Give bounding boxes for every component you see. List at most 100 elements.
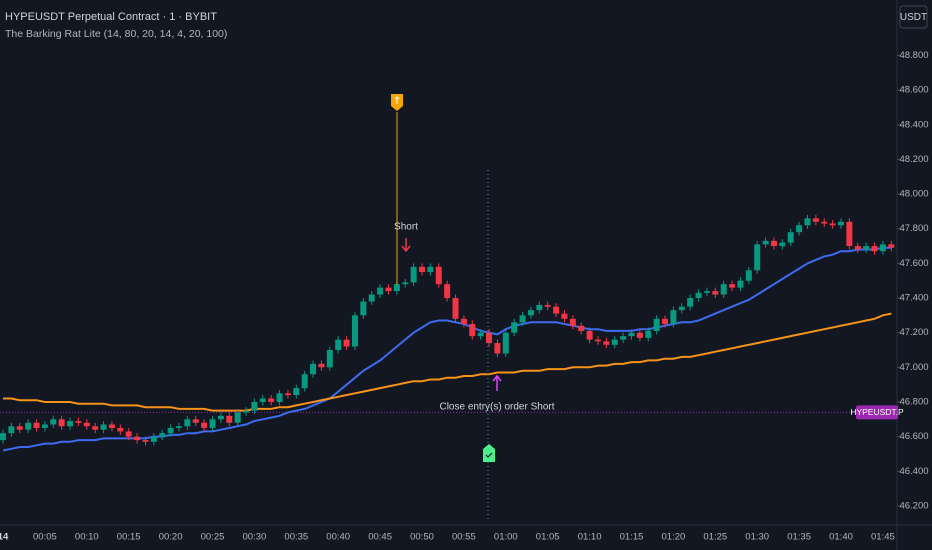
candle-body [703,291,710,293]
candle-body [796,225,803,233]
candle-body [754,244,761,271]
y-tick-label: 48.000 [899,189,928,200]
candle-body [201,422,208,428]
candle-body [259,398,266,402]
candle-body [25,422,32,430]
candle-body [108,424,115,428]
x-tick-label: 01:15 [620,532,644,543]
exit-label: Close entry(s) order Short [439,402,554,413]
candle-body [737,280,744,288]
x-tick-label: 00:15 [117,532,141,543]
candle-body [444,284,451,299]
candle-body [41,424,48,428]
candle-body [553,306,560,314]
candle-body [33,422,40,428]
candle-body [58,419,65,427]
candle-body [486,332,493,344]
candle-body [469,324,476,337]
candle-body [402,282,409,285]
candle-body [243,410,250,413]
candle-body [821,221,828,224]
y-tick-label: 46.800 [899,396,928,407]
candle-body [578,325,585,331]
candle-body [100,424,107,430]
candle-body [385,287,392,292]
x-tick-label: 00:10 [75,532,99,543]
candle-body [712,291,719,295]
candle-body [8,426,15,434]
y-tick-label: 48.800 [899,50,928,61]
candle-body [301,374,308,389]
candle-body [159,433,166,437]
candle-body [209,419,216,428]
candle-body [83,422,90,427]
candle-body [351,315,358,347]
candle-body [75,421,82,423]
x-tick-label: 01:10 [578,532,602,543]
currency-button-label[interactable]: USDT [900,12,927,23]
candle-body [293,388,300,396]
candle-body [368,294,375,302]
candle-body [888,244,895,248]
candle-body [662,318,669,325]
x-tick-label: 00:35 [284,532,308,543]
candle-body [427,266,434,273]
x-tick-label: 01:05 [536,532,560,543]
candle-body [863,246,870,250]
candle-body [217,415,224,420]
candle-body [779,242,786,247]
entry-flag-icon [394,96,400,104]
x-tick-label: 00:30 [243,532,267,543]
candle-body [536,304,543,311]
candle-body [0,433,6,441]
candle-body [678,306,685,311]
y-tick-label: 47.400 [899,293,928,304]
candle-body [175,426,182,428]
candle-body [812,218,819,222]
candle-body [125,431,132,437]
candle-body [284,393,291,396]
candle-body [393,284,400,292]
x-tick-label: 00:25 [201,532,225,543]
candle-body [611,339,618,345]
candle-body [879,244,886,252]
candle-body [653,318,660,331]
candle-body [695,292,702,299]
candle-body [494,343,501,354]
candle-body [527,310,534,316]
y-tick-label: 48.200 [899,154,928,165]
y-tick-label: 48.600 [899,85,928,96]
candle-body [687,298,694,307]
candle-body [92,426,99,430]
candle-body [268,398,275,402]
chart-title: HYPEUSDT Perpetual Contract · 1 · BYBIT [5,11,217,23]
y-tick-label: 48.400 [899,119,928,130]
candle-body [167,427,174,434]
candle-body [310,363,317,375]
candle-body [620,336,627,340]
candle-body [226,415,233,423]
candle-body [745,270,752,281]
candle-body [343,339,350,347]
candle-body [628,332,635,337]
candle-body [16,426,23,430]
y-tick-label: 47.200 [899,327,928,338]
candle-body [838,221,844,226]
candle-body [670,310,677,325]
x-tick-label: 01:25 [703,532,727,543]
candle-body [762,240,769,245]
candle-body [142,440,149,442]
candle-body [645,330,652,338]
exit-arrow [492,374,502,391]
candle-body [846,221,853,247]
candle-body [377,287,384,295]
candle-body [511,322,518,333]
candle-body [192,419,199,423]
currency-button[interactable] [899,5,928,29]
candle-body [502,332,509,354]
candle-body [770,240,777,247]
candle-body [435,266,442,285]
exit-flag [483,444,495,462]
